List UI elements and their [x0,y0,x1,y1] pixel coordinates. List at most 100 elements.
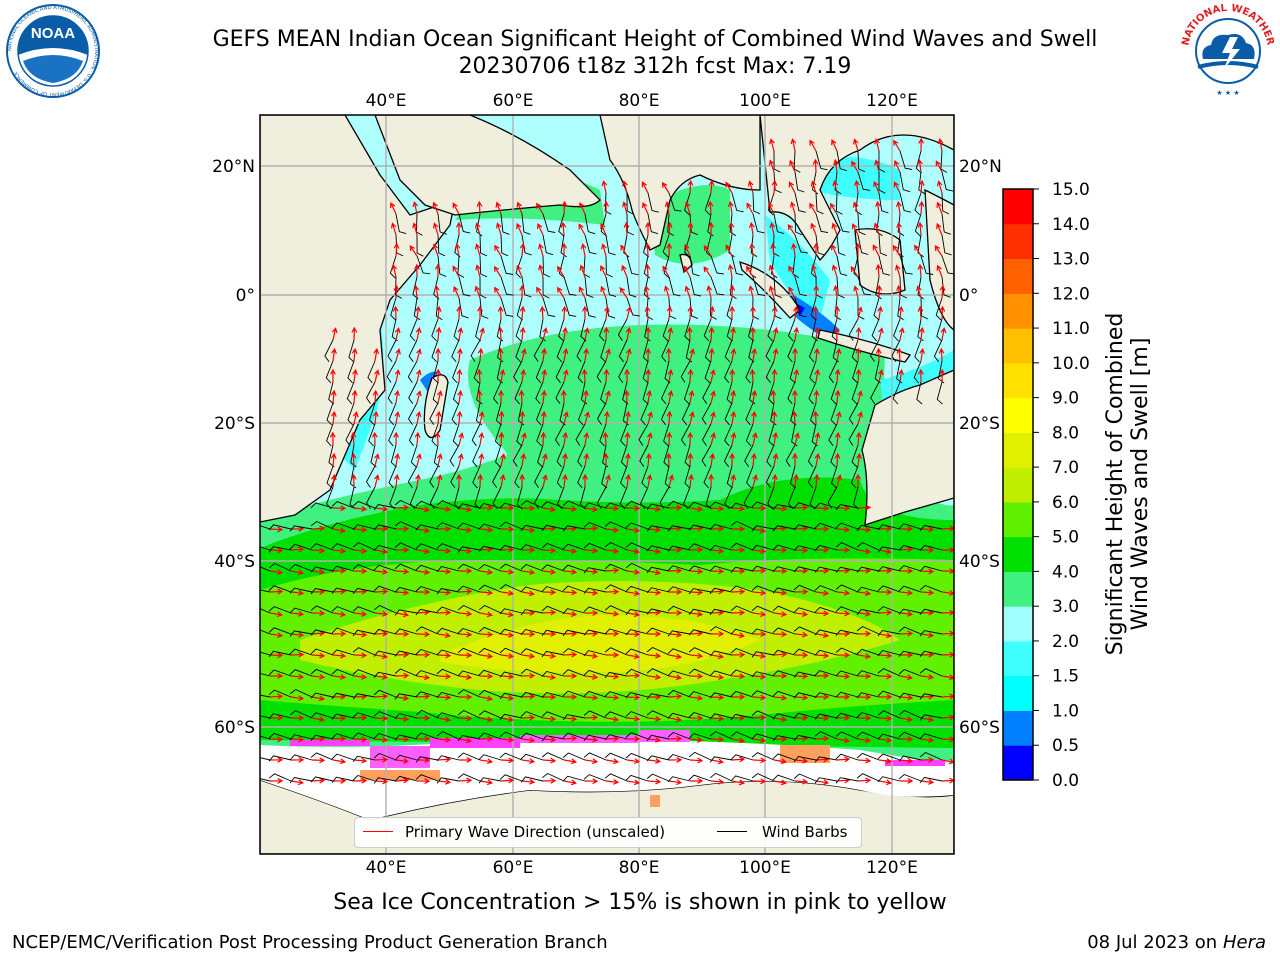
wave-direction-arrow [855,473,861,487]
wave-direction-arrow [584,778,599,785]
wave-direction-arrow [603,326,610,341]
wind-barb [260,757,271,761]
wind-barb [897,213,905,237]
wave-direction-arrow [710,715,725,722]
wind-barb [878,192,889,214]
colorbar-segment [1003,189,1033,225]
wind-barb [556,339,565,363]
wave-direction-arrow [899,736,914,743]
wind-barb [520,648,544,656]
wave-direction-arrow [731,588,746,595]
wave-direction-arrow [814,368,821,383]
wave-direction-arrow [668,756,683,763]
wind-barb [730,566,754,573]
wave-direction-arrow [752,714,767,721]
wind-barb [373,504,397,511]
wind-barb [626,297,640,317]
wave-direction-arrow [536,286,544,299]
wave-direction-arrow [773,589,788,596]
wave-direction-arrow [794,432,800,446]
wave-direction-arrow [605,527,620,533]
wave-direction-arrow [772,452,779,467]
wave-direction-arrow [900,568,914,574]
wave-direction-arrow [746,265,754,278]
wind-barb [688,501,712,509]
wave-direction-arrow [580,242,587,257]
wind-barb [268,585,292,593]
wave-direction-arrow [857,694,872,701]
wind-barb [683,486,691,510]
wave-direction-arrow [710,568,725,575]
wind-barb [689,213,698,236]
wave-direction-arrow [416,589,431,596]
wind-barb [389,255,397,279]
wind-barb [520,691,544,698]
wind-barb [535,381,544,405]
wind-barb [834,171,842,195]
wave-direction-arrow [666,242,673,257]
wind-barb [310,566,334,573]
wave-direction-arrow [478,452,485,467]
wave-direction-arrow [918,179,925,194]
wave-direction-arrow [500,653,515,659]
wind-barb [326,465,334,489]
wind-barb [373,752,397,761]
wind-barb [348,339,355,363]
wind-barb [726,297,733,321]
wave-direction-arrow [374,568,389,575]
wave-direction-arrow [625,452,631,467]
wave-direction-arrow [731,737,746,744]
wave-direction-arrow [584,714,599,721]
wave-direction-arrow [374,525,389,532]
wave-direction-arrow [353,526,368,533]
wind-barb [478,647,502,656]
wave-direction-arrow [707,200,714,215]
lon-tick-top-40e: 40°E [366,91,407,111]
wave-direction-arrow [896,347,903,362]
wave-direction-arrow [415,369,422,383]
wave-direction-arrow [727,263,734,278]
wave-direction-arrow [395,589,410,596]
wind-barb [542,276,550,299]
wave-direction-arrow [452,202,460,215]
wind-barb [751,565,775,572]
wave-direction-arrow [331,327,338,341]
wave-direction-arrow [516,201,523,215]
wind-barb [471,423,481,447]
wave-direction-arrow [541,347,547,362]
wave-direction-arrow [811,264,817,278]
wave-direction-arrow [730,389,737,404]
wave-direction-arrow [851,223,859,236]
wave-direction-arrow [709,369,716,383]
wind-barb [807,444,817,468]
wind-barb [625,668,649,677]
wind-barb [688,668,712,677]
wind-barb [936,318,943,342]
wind-barb [310,712,334,719]
wave-direction-arrow [899,716,914,723]
wave-direction-arrow [935,160,943,173]
wind-barb [437,213,447,235]
wave-direction-arrow [479,716,494,723]
wind-barb [386,360,397,383]
colorbar-segment [1003,397,1033,433]
wind-barb [878,150,886,173]
wind-barb [893,318,901,342]
wind-barb [830,444,838,468]
wave-direction-arrow [730,473,737,488]
wave-direction-arrow [605,610,620,617]
wind-barb [793,692,817,699]
wind-barb [331,543,355,551]
wind-barb [331,501,355,509]
wave-direction-arrow [542,453,548,467]
wind-barb [457,522,481,530]
wave-direction-arrow [689,589,704,596]
wind-barb [765,465,775,489]
wave-direction-arrow [353,674,368,680]
wind-barb [765,360,775,384]
wind-barb [583,521,607,530]
wave-direction-arrow [477,347,484,362]
wave-direction-arrow [269,632,284,638]
wave-direction-arrow [813,347,820,362]
wave-direction-arrow [794,547,809,554]
